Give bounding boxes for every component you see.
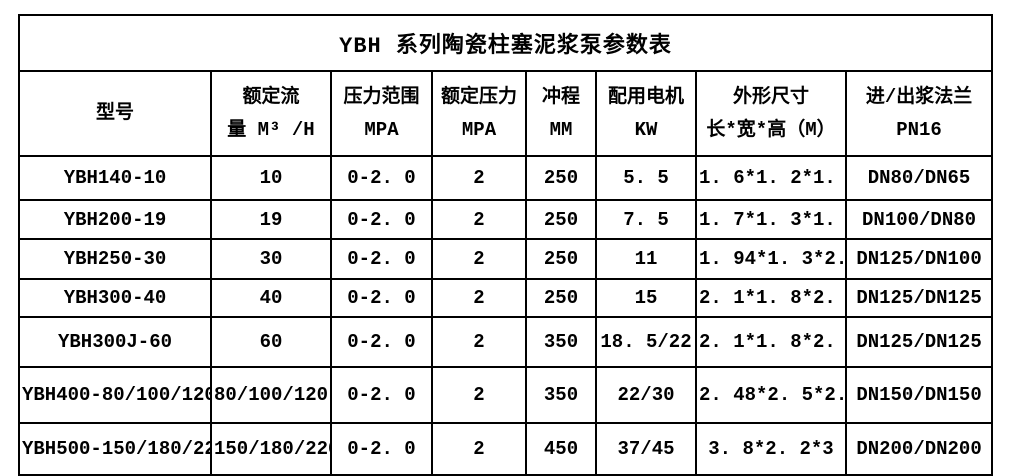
- column-header-rated-pressure: 额定压力 MPA: [431, 70, 527, 157]
- cell-motor: 22/30: [595, 366, 697, 424]
- cell-stroke: 450: [525, 422, 597, 476]
- cell-rated-pressure: 2: [431, 366, 527, 424]
- cell-motor: 5. 5: [595, 155, 697, 201]
- cell-pressure-range: 0-2. 0: [330, 278, 433, 318]
- table-row: YBH500-150/180/220 150/180/220 0-2. 0 2 …: [18, 422, 994, 476]
- cell-stroke: 250: [525, 155, 597, 201]
- column-header-dimensions: 外形尺寸 长*宽*高（M）: [695, 70, 847, 157]
- cell-stroke: 350: [525, 366, 597, 424]
- cell-model: YBH500-150/180/220: [18, 422, 212, 476]
- cell-flange: DN100/DN80: [844, 199, 994, 240]
- header-line: 进/出浆法兰: [865, 86, 973, 109]
- cell-rated-flow: 60: [210, 316, 332, 368]
- cell-stroke: 250: [525, 199, 597, 240]
- cell-flange: DN125/DN100: [844, 238, 994, 280]
- cell-pressure-range: 0-2. 0: [330, 316, 433, 368]
- table-row: YBH300J-60 60 0-2. 0 2 350 18. 5/22 2. 1…: [18, 316, 994, 368]
- cell-flange: DN200/DN200: [844, 422, 994, 476]
- cell-rated-flow: 150/180/220: [210, 422, 332, 476]
- cell-dimensions: 1. 94*1. 3*2. 2: [695, 238, 847, 280]
- header-line: 冲程: [541, 86, 580, 109]
- cell-rated-pressure: 2: [431, 238, 527, 280]
- table-row: YBH300-40 40 0-2. 0 2 250 15 2. 1*1. 8*2…: [18, 278, 994, 318]
- cell-model: YBH140-10: [18, 155, 212, 201]
- cell-motor: 7. 5: [595, 199, 697, 240]
- cell-pressure-range: 0-2. 0: [330, 366, 433, 424]
- header-line: MPA: [461, 118, 497, 141]
- cell-rated-pressure: 2: [431, 155, 527, 201]
- table-row: YBH400-80/100/120 80/100/120 0-2. 0 2 35…: [18, 366, 994, 424]
- cell-pressure-range: 0-2. 0: [330, 238, 433, 280]
- cell-dimensions: 2. 48*2. 5*2. 6: [695, 366, 847, 424]
- header-line: MPA: [364, 118, 399, 141]
- cell-pressure-range: 0-2. 0: [330, 199, 433, 240]
- cell-stroke: 350: [525, 316, 597, 368]
- header-line: 量 M³ /H: [227, 118, 315, 141]
- table-row: YBH250-30 30 0-2. 0 2 250 11 1. 94*1. 3*…: [18, 238, 994, 280]
- cell-dimensions: 2. 1*1. 8*2. 2: [695, 278, 847, 318]
- cell-model: YBH200-19: [18, 199, 212, 240]
- cell-rated-pressure: 2: [431, 278, 527, 318]
- header-line: 长*宽*高（M）: [706, 118, 836, 141]
- column-header-stroke: 冲程 MM: [525, 70, 597, 157]
- cell-rated-pressure: 2: [431, 316, 527, 368]
- cell-model: YBH300J-60: [18, 316, 212, 368]
- cell-dimensions: 1. 6*1. 2*1. 6: [695, 155, 847, 201]
- cell-pressure-range: 0-2. 0: [330, 155, 433, 201]
- cell-dimensions: 2. 1*1. 8*2. 32: [695, 316, 847, 368]
- header-line: 外形尺寸: [732, 86, 809, 109]
- cell-dimensions: 3. 8*2. 2*3: [695, 422, 847, 476]
- header-line: 额定压力: [440, 86, 517, 109]
- header-line: 型号: [95, 102, 134, 125]
- cell-flange: DN80/DN65: [844, 155, 994, 201]
- cell-rated-pressure: 2: [431, 199, 527, 240]
- title-row: YBH 系列陶瓷柱塞泥浆泵参数表: [17, 14, 994, 72]
- cell-flange: DN125/DN125: [844, 316, 994, 368]
- cell-rated-flow: 80/100/120: [210, 366, 332, 424]
- table-row: YBH140-10 10 0-2. 0 2 250 5. 5 1. 6*1. 2…: [18, 155, 994, 201]
- header-line: PN16: [896, 118, 942, 141]
- table-row: YBH200-19 19 0-2. 0 2 250 7. 5 1. 7*1. 3…: [18, 199, 994, 240]
- cell-stroke: 250: [525, 278, 597, 318]
- cell-stroke: 250: [525, 238, 597, 280]
- cell-motor: 37/45: [595, 422, 697, 476]
- cell-model: YBH400-80/100/120: [18, 366, 212, 424]
- cell-motor: 15: [595, 278, 697, 318]
- cell-pressure-range: 0-2. 0: [330, 422, 433, 476]
- cell-motor: 18. 5/22: [595, 316, 697, 368]
- cell-rated-flow: 19: [210, 199, 332, 240]
- cell-rated-flow: 30: [210, 238, 332, 280]
- column-header-motor: 配用电机 KW: [595, 70, 697, 157]
- header-line: 压力范围: [343, 86, 420, 109]
- cell-flange: DN150/DN150: [844, 366, 994, 424]
- header-line: 额定流: [242, 86, 300, 109]
- table-title: YBH 系列陶瓷柱塞泥浆泵参数表: [17, 14, 994, 72]
- column-header-pressure-range: 压力范围 MPA: [330, 70, 433, 157]
- column-header-model: 型号: [18, 70, 212, 157]
- header-line: KW: [634, 118, 658, 141]
- cell-flange: DN125/DN125: [844, 278, 994, 318]
- cell-motor: 11: [595, 238, 697, 280]
- header-line: MM: [549, 118, 573, 141]
- pump-parameters-table: YBH 系列陶瓷柱塞泥浆泵参数表 型号 额定流 量 M³ /H 压力范围 MPA…: [17, 14, 994, 476]
- header-line: 配用电机: [607, 86, 684, 109]
- header-row: 型号 额定流 量 M³ /H 压力范围 MPA 额定压力 MPA 冲程 M: [18, 70, 994, 157]
- cell-model: YBH250-30: [18, 238, 212, 280]
- cell-rated-flow: 40: [210, 278, 332, 318]
- column-header-flange: 进/出浆法兰 PN16: [844, 70, 994, 157]
- column-header-rated-flow: 额定流 量 M³ /H: [210, 70, 332, 157]
- cell-dimensions: 1. 7*1. 3*1. 9: [695, 199, 847, 240]
- cell-model: YBH300-40: [18, 278, 212, 318]
- cell-rated-pressure: 2: [431, 422, 527, 476]
- cell-rated-flow: 10: [210, 155, 332, 201]
